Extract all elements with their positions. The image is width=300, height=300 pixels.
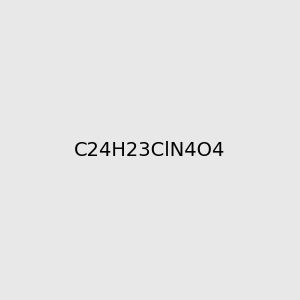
Text: C24H23ClN4O4: C24H23ClN4O4 — [74, 140, 226, 160]
